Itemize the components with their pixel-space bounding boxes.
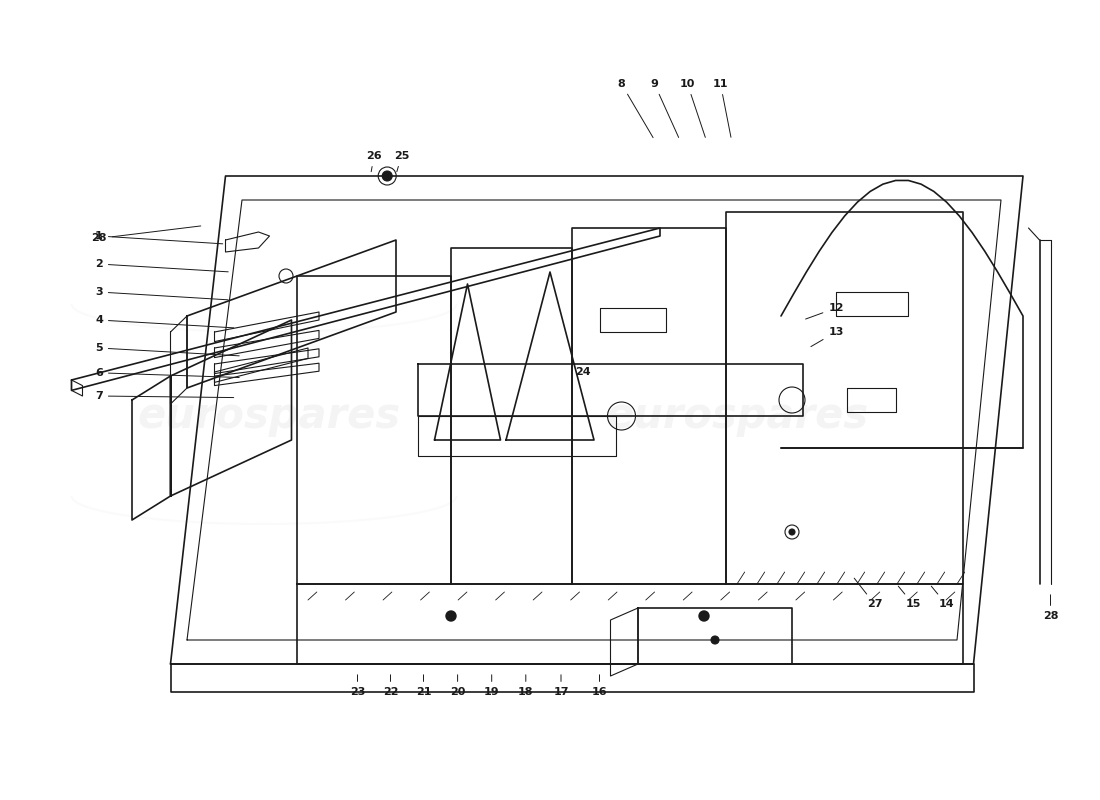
Text: 3: 3 — [96, 287, 228, 300]
Text: 12: 12 — [805, 303, 844, 319]
Text: 1: 1 — [95, 231, 222, 244]
Text: 16: 16 — [592, 674, 607, 697]
Text: 27: 27 — [855, 578, 882, 609]
Text: 7: 7 — [95, 391, 233, 401]
Text: 26: 26 — [366, 151, 382, 172]
Text: 28: 28 — [91, 226, 200, 243]
Text: 25: 25 — [394, 151, 409, 172]
Text: 6: 6 — [95, 368, 239, 378]
Circle shape — [711, 636, 719, 644]
Text: eurospares: eurospares — [605, 395, 869, 437]
Text: 24: 24 — [575, 367, 591, 377]
Text: 10: 10 — [680, 79, 705, 138]
Text: 21: 21 — [416, 674, 431, 697]
Text: 15: 15 — [899, 586, 921, 609]
Circle shape — [698, 611, 710, 621]
Text: 9: 9 — [650, 79, 679, 138]
Text: 18: 18 — [518, 674, 534, 697]
Text: 8: 8 — [617, 79, 653, 138]
Text: 4: 4 — [95, 315, 233, 328]
Text: 28: 28 — [1043, 594, 1058, 621]
Circle shape — [382, 171, 393, 181]
Text: 19: 19 — [484, 674, 499, 697]
Text: 11: 11 — [713, 79, 732, 138]
Text: 20: 20 — [450, 674, 465, 697]
Text: 2: 2 — [95, 259, 228, 272]
Text: 23: 23 — [350, 674, 365, 697]
Text: 5: 5 — [96, 343, 239, 356]
Circle shape — [789, 529, 795, 535]
Circle shape — [446, 611, 456, 621]
Text: eurospares: eurospares — [138, 395, 402, 437]
Text: 22: 22 — [383, 674, 398, 697]
Text: 13: 13 — [811, 327, 844, 346]
Text: 14: 14 — [932, 586, 954, 609]
Text: 17: 17 — [553, 674, 569, 697]
